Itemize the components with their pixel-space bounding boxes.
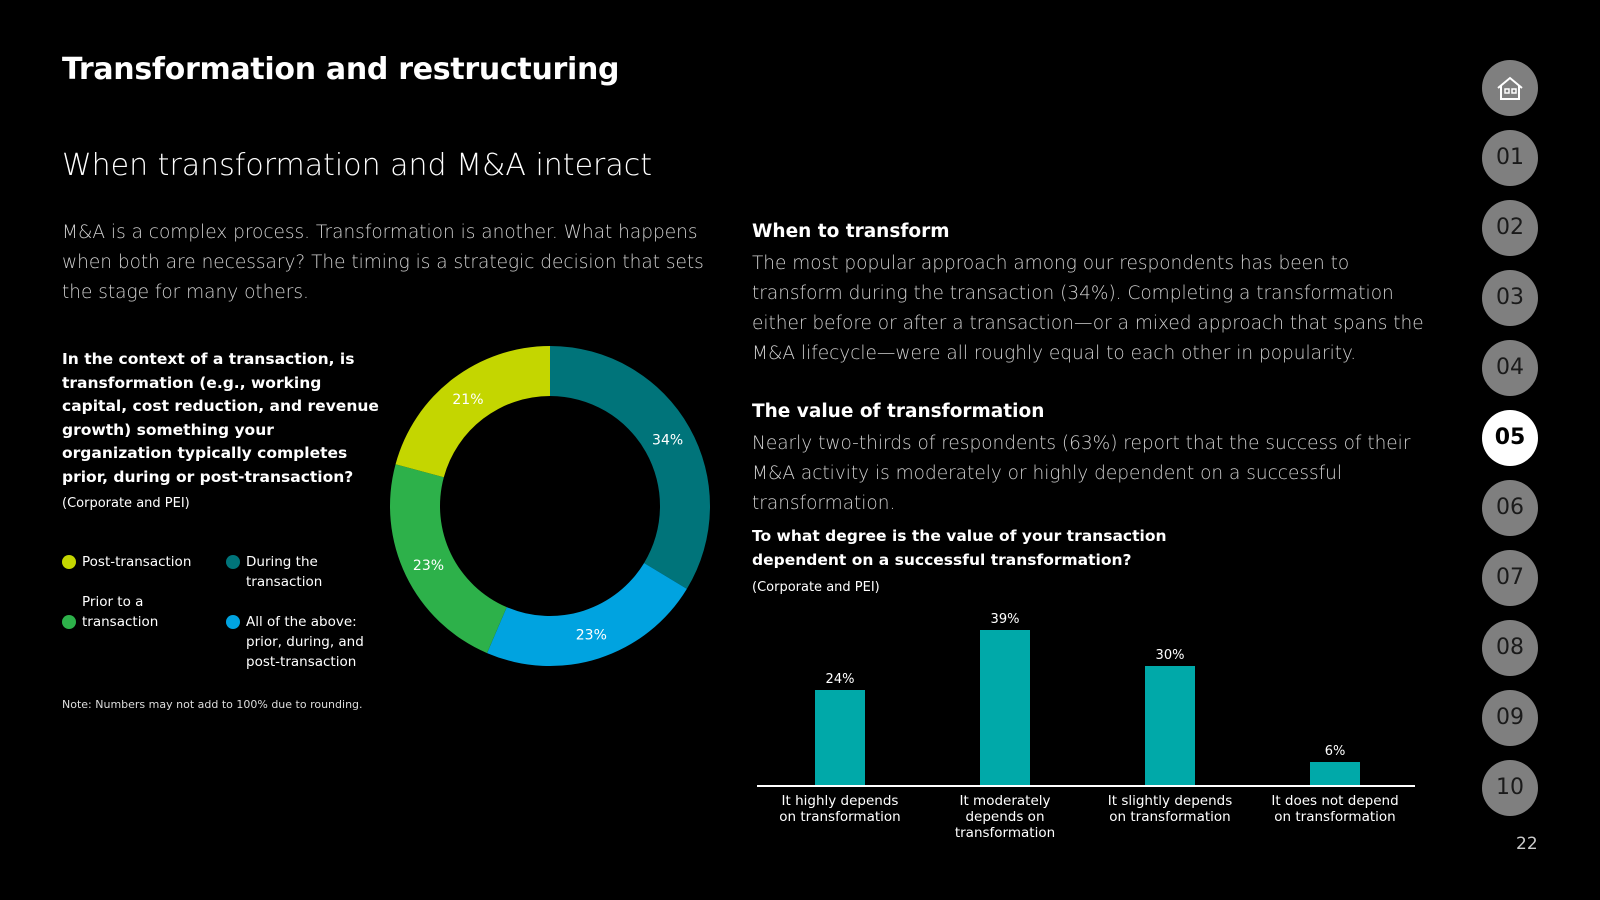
- donut-slice-2: [390, 464, 507, 654]
- donut-slice-0: [550, 346, 710, 589]
- nav-button-01[interactable]: 01: [1482, 130, 1538, 186]
- nav-button-07[interactable]: 07: [1482, 550, 1538, 606]
- donut-slice-3: [395, 346, 550, 478]
- home-button[interactable]: [1482, 60, 1538, 116]
- donut-base-note: (Corporate and PEI): [62, 496, 190, 511]
- legend-dot-icon: [62, 615, 76, 629]
- page-title: Transformation and restructuring: [62, 52, 620, 87]
- rounding-note: Note: Numbers may not add to 100% due to…: [62, 698, 363, 711]
- nav-button-08[interactable]: 08: [1482, 620, 1538, 676]
- legend-dot-icon: [62, 555, 76, 569]
- nav-button-10[interactable]: 10: [1482, 760, 1538, 816]
- bar-chart: 24% It highly depends on transformation 39%…: [757, 612, 1415, 841]
- page-number: 22: [1516, 834, 1538, 854]
- bar-3: [1310, 762, 1360, 786]
- donut-question: In the context of a transaction, is tran…: [62, 350, 379, 486]
- donut-slice-label-0: 34%: [652, 433, 683, 449]
- legend-dot-icon: [226, 555, 240, 569]
- bar-0: [815, 690, 865, 786]
- bar-chart-question: To what degree is the value of your tran…: [752, 527, 1167, 569]
- donut-chart: 34% 23% 23% 21%: [390, 346, 710, 666]
- donut-slice-1: [487, 562, 687, 666]
- nav-button-02[interactable]: 02: [1482, 200, 1538, 256]
- bar-chart-base-note: (Corporate and PEI): [752, 580, 880, 595]
- donut-slice-label-1: 23%: [576, 628, 607, 644]
- bar-category-label-1: It moderately depends on transformation: [955, 793, 1055, 841]
- page-subtitle: When transformation and M&A interact: [62, 148, 652, 183]
- nav-button-03[interactable]: 03: [1482, 270, 1538, 326]
- legend-dot-icon: [226, 615, 240, 629]
- bar-1: [980, 630, 1030, 786]
- nav-button-04[interactable]: 04: [1482, 340, 1538, 396]
- legend-label: Post-transaction: [82, 554, 192, 570]
- section-heading-value: The value of transformation: [752, 401, 1045, 422]
- intro-paragraph: M&A is a complex process. Transformation…: [62, 222, 704, 303]
- nav-button-09[interactable]: 09: [1482, 690, 1538, 746]
- section-body-when: The most popular approach among our resp…: [752, 253, 1424, 364]
- legend-label: During the transaction: [246, 554, 323, 590]
- bar-category-label-2: It slightly depends on transformation: [1108, 793, 1232, 825]
- bar-category-label-3: It does not depend on transformation: [1271, 793, 1398, 825]
- bar-2: [1145, 666, 1195, 786]
- nav-button-05[interactable]: 05: [1482, 410, 1538, 466]
- legend-label: Prior to a transaction: [82, 594, 159, 630]
- bar-value-label-2: 30%: [1156, 648, 1185, 663]
- bar-value-label-3: 6%: [1325, 744, 1346, 759]
- bar-value-label-0: 24%: [826, 672, 855, 687]
- section-heading-when: When to transform: [752, 221, 950, 242]
- home-icon: [1497, 76, 1523, 100]
- section-body-value: Nearly two-thirds of respondents (63%) r…: [752, 433, 1411, 514]
- bar-value-label-1: 39%: [991, 612, 1020, 627]
- nav-button-06[interactable]: 06: [1482, 480, 1538, 536]
- donut-slice-label-2: 23%: [413, 558, 444, 574]
- donut-slice-label-3: 21%: [452, 392, 483, 408]
- legend-label: All of the above: prior, during, and pos…: [246, 614, 364, 670]
- bar-category-label-0: It highly depends on transformation: [779, 793, 900, 825]
